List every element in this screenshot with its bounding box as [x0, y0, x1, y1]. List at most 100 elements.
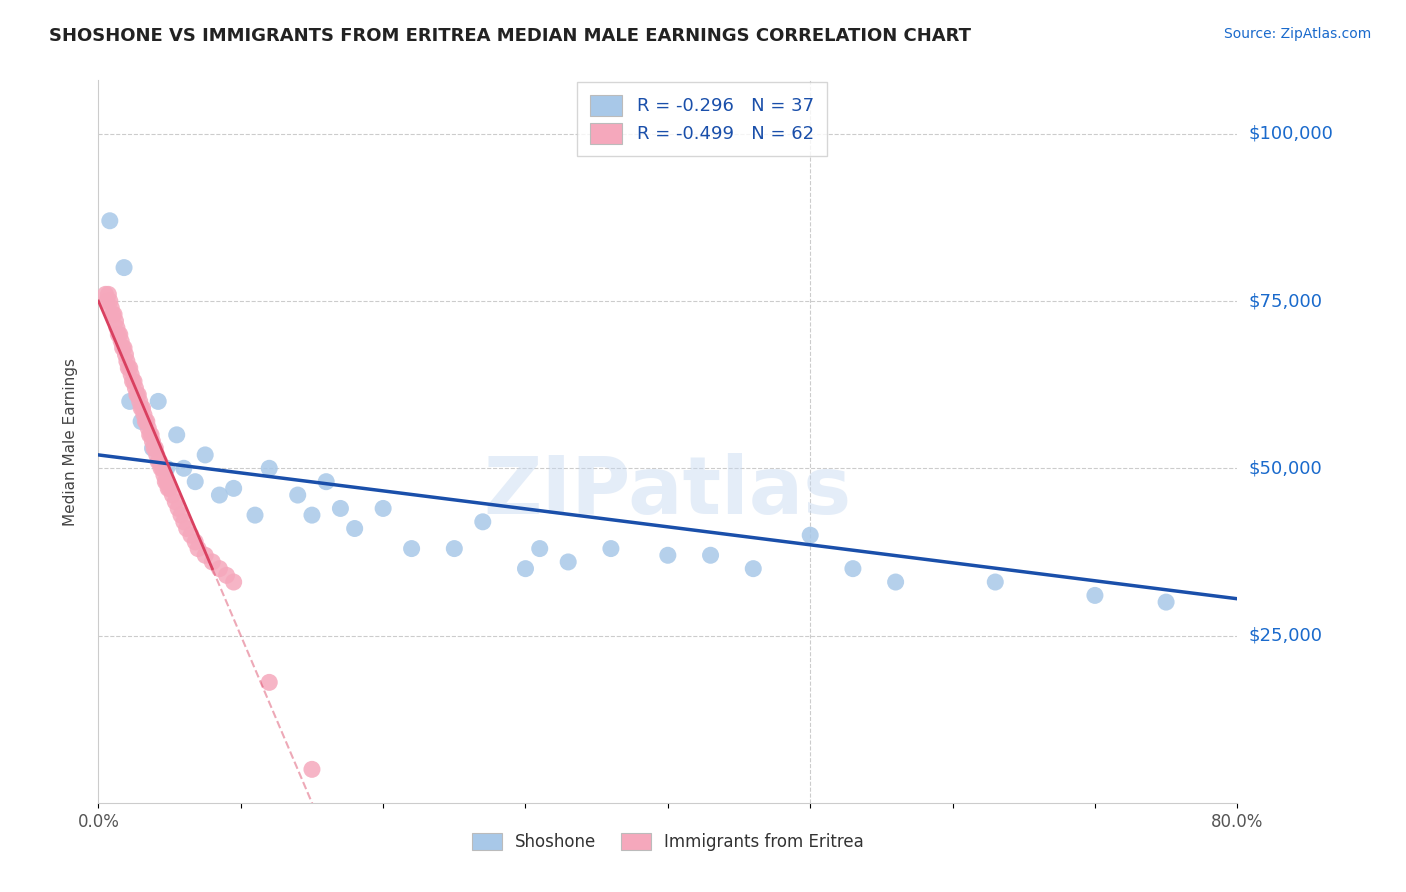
Point [215, 568, 238, 582]
Point [107, 327, 129, 342]
Point [135, 414, 157, 428]
Legend: Shoshone, Immigrants from Eritrea: Shoshone, Immigrants from Eritrea [463, 825, 873, 860]
Point [125, 387, 148, 401]
Point [243, 508, 266, 523]
Point [184, 534, 207, 549]
Point [170, 508, 193, 523]
Point [176, 521, 198, 535]
Text: Source: ZipAtlas.com: Source: ZipAtlas.com [1223, 27, 1371, 41]
Point [194, 548, 217, 563]
Point [799, 528, 821, 542]
Point [111, 341, 134, 355]
Point [201, 555, 224, 569]
Point [222, 575, 245, 590]
Point [173, 515, 195, 529]
Point [122, 375, 145, 389]
Point [515, 562, 537, 576]
Text: $100,000: $100,000 [1249, 125, 1333, 143]
Point [101, 307, 124, 321]
Point [208, 562, 231, 576]
Point [471, 515, 494, 529]
Point [112, 341, 135, 355]
Point [118, 361, 141, 376]
Point [131, 401, 153, 416]
Point [141, 441, 163, 455]
Point [117, 361, 139, 376]
Point [884, 575, 907, 590]
Point [657, 548, 679, 563]
Point [104, 314, 127, 328]
Point [194, 448, 217, 462]
Point [557, 555, 579, 569]
Point [128, 394, 150, 409]
Point [118, 394, 141, 409]
Point [159, 482, 181, 496]
Point [100, 301, 122, 315]
Point [96, 293, 118, 308]
Text: SHOSHONE VS IMMIGRANTS FROM ERITREA MEDIAN MALE EARNINGS CORRELATION CHART: SHOSHONE VS IMMIGRANTS FROM ERITREA MEDI… [49, 27, 972, 45]
Point [443, 541, 465, 556]
Point [146, 448, 169, 462]
Point [153, 467, 176, 482]
Point [162, 488, 184, 502]
Point [529, 541, 551, 556]
Point [166, 427, 188, 442]
Point [167, 501, 190, 516]
Point [259, 675, 281, 690]
Point [259, 461, 281, 475]
Point [129, 414, 152, 428]
Point [184, 475, 207, 489]
Point [742, 562, 765, 576]
Point [148, 454, 170, 469]
Point [121, 375, 143, 389]
Point [173, 461, 195, 475]
Point [105, 320, 128, 334]
Point [94, 287, 117, 301]
Point [165, 494, 187, 508]
Point [150, 461, 173, 475]
Point [145, 441, 167, 455]
Point [329, 501, 352, 516]
Point [155, 475, 177, 489]
Point [301, 508, 323, 523]
Point [152, 461, 174, 475]
Point [108, 327, 131, 342]
Point [343, 521, 366, 535]
Point [98, 213, 121, 227]
Point [1154, 595, 1177, 609]
Point [136, 421, 159, 435]
Point [138, 427, 160, 442]
Point [373, 501, 395, 516]
Point [180, 528, 202, 542]
Point [129, 401, 152, 416]
Text: ZIPatlas: ZIPatlas [484, 453, 852, 531]
Point [127, 387, 149, 401]
Point [699, 548, 721, 563]
Point [401, 541, 423, 556]
Text: $50,000: $50,000 [1249, 459, 1322, 477]
Point [132, 408, 155, 422]
Point [97, 287, 120, 301]
Text: $25,000: $25,000 [1249, 626, 1323, 645]
Point [157, 482, 180, 496]
Point [103, 307, 125, 321]
Point [142, 441, 165, 455]
Point [148, 394, 170, 409]
Point [98, 293, 121, 308]
Point [287, 488, 309, 502]
Point [149, 454, 172, 469]
Point [124, 381, 146, 395]
Point [600, 541, 623, 556]
Point [842, 562, 865, 576]
Point [115, 354, 138, 368]
Point [139, 427, 162, 442]
Point [156, 461, 179, 475]
Point [110, 334, 132, 348]
Point [208, 488, 231, 502]
Point [114, 348, 136, 362]
Point [315, 475, 337, 489]
Point [187, 541, 209, 556]
Point [141, 434, 163, 449]
Point [156, 475, 179, 489]
Point [134, 414, 156, 428]
